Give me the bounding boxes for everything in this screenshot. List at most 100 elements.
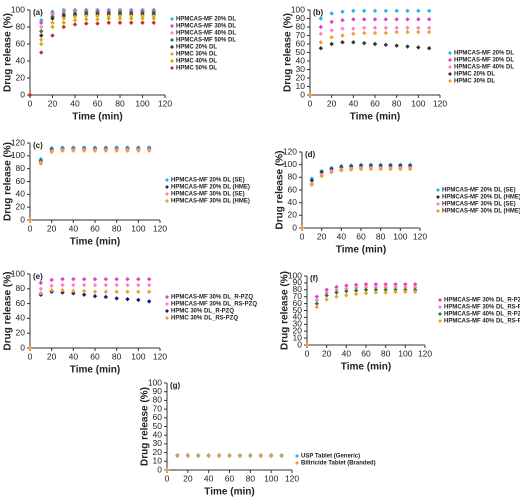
x-tick-label: 100 — [264, 473, 278, 483]
data-point — [71, 148, 76, 153]
data-point — [340, 18, 345, 23]
x-tick-label: 60 — [90, 223, 100, 233]
legend-label: HPMC 30% DL — [176, 52, 217, 58]
data-point — [95, 17, 100, 22]
data-point — [344, 288, 349, 294]
panel: 0 20 40 60 80 100 120 0 20 40 60 80 100 120 Time (min)… — [3, 137, 250, 247]
data-point — [309, 178, 315, 183]
x-tick-label: 120 — [153, 351, 167, 361]
data-point — [318, 24, 324, 30]
legend-label: HPMCAS-MF 20% DL (HME) — [442, 195, 520, 201]
legend-marker — [295, 454, 299, 458]
legend-label: HPMCAS-MF 40% DL_RS-PZQ — [444, 319, 520, 325]
data-point — [206, 453, 211, 459]
data-point — [60, 290, 65, 295]
data-point — [340, 26, 345, 31]
x-axis-label: Time (min) — [72, 112, 122, 123]
data-point — [60, 282, 65, 288]
y-tick-label: 40 — [153, 429, 163, 439]
panel-label: (d) — [305, 150, 316, 159]
legend-marker — [170, 38, 174, 42]
x-tick-label: 120 — [285, 473, 299, 483]
data-point — [344, 286, 349, 291]
y-tick-label: 80 — [153, 395, 163, 405]
data-point — [383, 17, 389, 22]
legend-marker — [170, 59, 174, 63]
data-point — [314, 301, 320, 306]
y-tick-label: 100 — [283, 159, 297, 169]
legend-marker — [165, 302, 169, 306]
data-point — [136, 289, 141, 294]
data-point — [151, 13, 156, 19]
data-point — [196, 453, 201, 459]
legend-label: Biltricide Tablet (Branded) — [301, 461, 376, 467]
data-point — [372, 30, 378, 36]
data-point — [324, 290, 329, 295]
legend-marker — [438, 298, 442, 302]
x-axis-label: Time (min) — [70, 237, 120, 248]
legend-label: HPMCAS-MF 20% DL (HME) — [171, 185, 250, 191]
x-tick-label: 20 — [47, 351, 57, 361]
data-point — [72, 18, 78, 23]
x-tick-label: 80 — [376, 231, 386, 241]
data-point — [405, 25, 410, 31]
data-point — [363, 284, 369, 290]
data-point — [340, 40, 345, 45]
data-point — [164, 467, 170, 473]
data-point — [49, 277, 54, 283]
y-tick-label: 10 — [293, 332, 303, 342]
panel: 0 20 40 60 80 100 0 20 40 60 80 100 120 Time (min) Dru… — [3, 268, 258, 375]
panel: 0 20 40 60 80 100 0 20 40 60 80 100 120 Time (min) Dru… — [3, 4, 237, 122]
data-point — [353, 288, 359, 293]
legend-marker — [170, 31, 174, 35]
y-tick-label: 50 — [293, 305, 303, 315]
data-point — [49, 283, 54, 289]
x-tick-label: 0 — [28, 98, 33, 108]
x-tick-label: 0 — [308, 98, 313, 108]
y-tick-label: 60 — [16, 298, 26, 308]
data-point — [412, 284, 418, 290]
data-point — [353, 285, 359, 290]
y-tick-label: 20 — [153, 447, 163, 457]
data-point — [216, 453, 222, 459]
y-axis-label: Drug release (%) — [3, 13, 14, 92]
data-point — [334, 284, 339, 290]
data-point — [416, 8, 421, 14]
panel-label: (f) — [310, 274, 318, 283]
legend-marker — [170, 66, 174, 70]
y-tick-label: 80 — [296, 21, 306, 31]
x-tick-label: 40 — [204, 473, 214, 483]
x-tick-label: 20 — [183, 473, 193, 483]
data-point — [103, 282, 109, 288]
y-tick-label: 40 — [288, 197, 298, 207]
data-point — [125, 289, 130, 294]
data-point — [393, 289, 398, 295]
y-tick-label: 60 — [296, 38, 306, 48]
x-tick-label: 60 — [370, 98, 380, 108]
legend-label: HPMCAS-MF 40% DL — [176, 31, 236, 37]
data-point — [329, 35, 334, 40]
data-point — [329, 19, 334, 25]
legend-marker — [448, 79, 452, 83]
data-point — [146, 299, 152, 304]
data-point — [248, 453, 253, 459]
data-point — [39, 50, 44, 55]
data-point — [81, 148, 87, 153]
data-point — [373, 284, 379, 290]
x-tick-label: 20 — [48, 98, 58, 108]
y-tick-label: 50 — [296, 47, 306, 57]
data-point — [351, 8, 356, 14]
y-tick-label: 90 — [153, 386, 163, 396]
y-tick-label: 70 — [293, 291, 303, 301]
data-point — [351, 26, 356, 31]
data-point — [372, 25, 378, 31]
data-point — [140, 16, 145, 21]
data-point — [426, 46, 432, 51]
y-tick-label: 70 — [296, 30, 306, 40]
x-tick-label: 80 — [392, 98, 402, 108]
data-point — [394, 8, 399, 14]
legend-marker — [448, 58, 452, 62]
x-tick-label: 20 — [322, 348, 332, 358]
data-point — [106, 16, 111, 21]
